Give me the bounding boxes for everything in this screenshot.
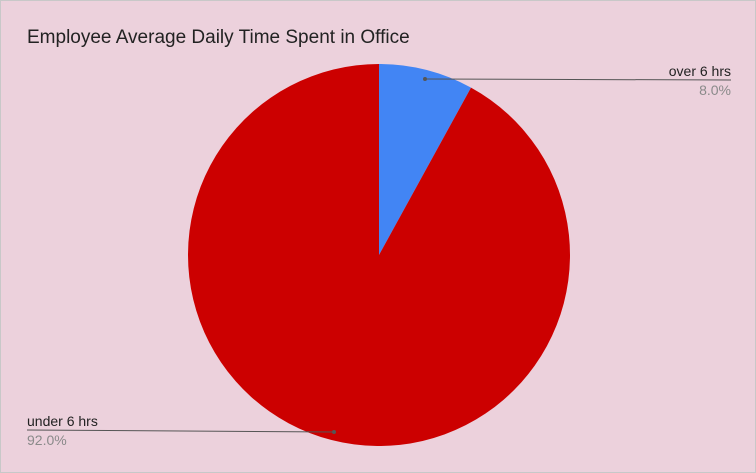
leader-dot-over-6-hrs: [423, 77, 427, 81]
leader-line-over-6-hrs: [424, 78, 732, 81]
slice-label-under-6-hrs: under 6 hrs: [27, 413, 98, 429]
leader-dot-under-6-hrs: [332, 430, 336, 434]
slice-percent-over-6-hrs: 8.0%: [699, 82, 731, 98]
chart-title: Employee Average Daily Time Spent in Off…: [27, 27, 410, 48]
slice-label-over-6-hrs: over 6 hrs: [669, 63, 731, 79]
slice-percent-under-6-hrs: 92.0%: [27, 432, 67, 448]
pie-slice-over-6-hrs: [379, 64, 472, 255]
pie-slice-under-6-hrs: [187, 64, 571, 446]
leader-line-under-6-hrs: [26, 429, 335, 433]
